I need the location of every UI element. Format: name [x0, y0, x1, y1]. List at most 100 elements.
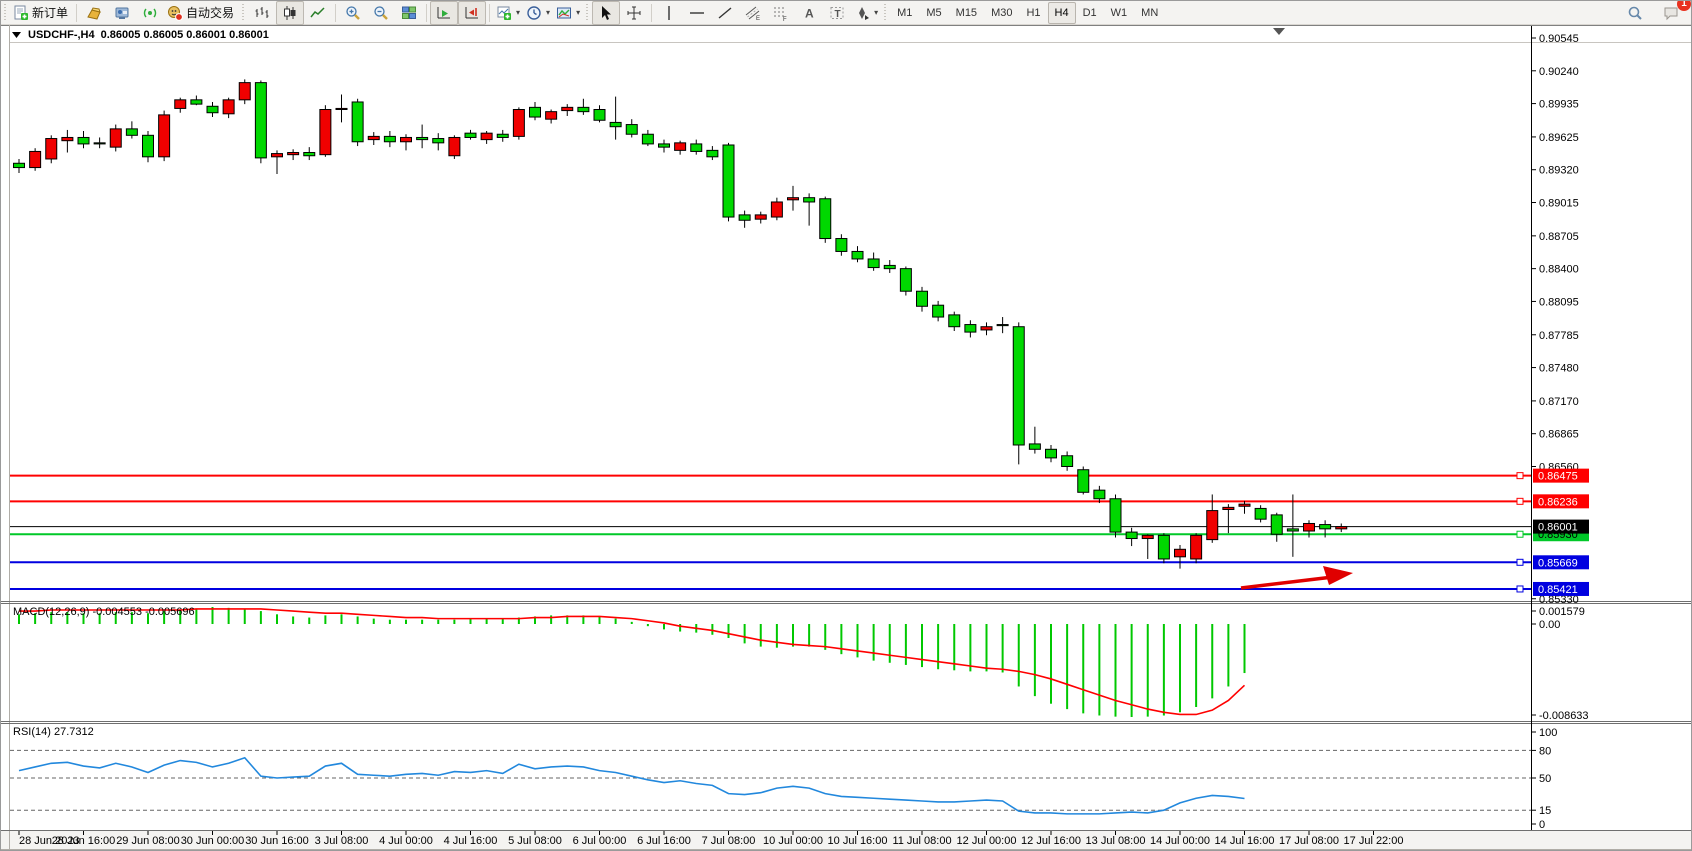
rsi-axis-label: 0 — [1539, 819, 1545, 831]
time-axis-label[interactable]: 12 Jul 00:00 — [957, 835, 1017, 847]
time-axis-label[interactable]: 29 Jun 08:00 — [116, 835, 180, 847]
horizontal-line-button[interactable] — [683, 1, 711, 25]
strategy-tester-button[interactable] — [108, 1, 136, 25]
chart-shift-button[interactable] — [458, 1, 487, 25]
new-chart-dropdown-icon[interactable]: ▾ — [516, 8, 521, 17]
symbol-dropdown-icon[interactable] — [11, 31, 22, 39]
templates-button[interactable]: ▾ — [553, 1, 583, 25]
toolbar-grip — [883, 3, 889, 22]
equidistant-channel-button[interactable]: E — [739, 1, 767, 25]
timeframe-m30-button[interactable]: M30 — [991, 6, 1013, 19]
price-axis-tick-label: 0.85330 — [1539, 594, 1579, 606]
candle-body — [1303, 522, 1315, 532]
time-axis-label[interactable]: 6 Jul 16:00 — [637, 835, 691, 847]
time-axis-label[interactable]: 28 Jun 16:00 — [52, 835, 116, 847]
templates-dropdown-icon[interactable]: ▾ — [576, 8, 581, 17]
time-axis-label[interactable]: 4 Jul 16:00 — [444, 835, 498, 847]
auto-scroll-icon — [436, 5, 452, 21]
cursor-button[interactable] — [592, 1, 621, 25]
signal-icon — [142, 5, 158, 21]
candle-body — [1012, 326, 1025, 446]
line-handle[interactable] — [1516, 530, 1524, 538]
line-handle[interactable] — [1516, 497, 1524, 505]
time-axis-label[interactable]: 17 Jul 08:00 — [1279, 835, 1339, 847]
time-axis-label[interactable]: 10 Jul 00:00 — [763, 835, 823, 847]
time-axis-label[interactable]: 3 Jul 08:00 — [315, 835, 369, 847]
line-handle[interactable] — [1516, 585, 1524, 593]
time-axis-label[interactable]: 7 Jul 08:00 — [702, 835, 756, 847]
time-axis-label[interactable]: 30 Jun 16:00 — [245, 835, 309, 847]
trend-arrow-head[interactable] — [1323, 566, 1353, 585]
time-axis-label[interactable]: 28 Jun 2023 — [19, 835, 80, 847]
gold-icon — [86, 5, 102, 21]
time-axis-label[interactable]: 14 Jul 16:00 — [1215, 835, 1275, 847]
zoom-in-icon — [345, 5, 361, 21]
search-button[interactable] — [1621, 1, 1649, 25]
timeframe-mn-button[interactable]: MN — [1141, 6, 1159, 19]
candle-body — [851, 250, 864, 260]
text-button[interactable]: A — [795, 1, 823, 25]
periods-button[interactable]: ▾ — [523, 1, 553, 25]
crosshair-button[interactable] — [620, 1, 648, 25]
chart-window: USDCHF-,H4 0.86005 0.86005 0.86001 0.860… — [1, 25, 1692, 851]
zoom-out-button[interactable] — [367, 1, 395, 25]
timeframe-h4-button[interactable]: H4 — [1047, 1, 1076, 24]
text-label-button[interactable]: T — [823, 1, 851, 25]
chart-canvas[interactable]: 0.90545 0.90240 0.89935 0.89625 0.89320 0.890… — [1, 25, 1692, 851]
timeframe-m15-button[interactable]: M15 — [955, 6, 978, 19]
auto-scroll-button[interactable] — [430, 1, 459, 25]
market-button[interactable] — [80, 1, 108, 25]
candle-body — [158, 114, 171, 158]
notifications-button[interactable]: 1 — [1657, 1, 1691, 25]
candle-body — [1028, 443, 1041, 450]
time-axis-label[interactable]: 6 Jul 00:00 — [573, 835, 627, 847]
line-chart-button[interactable] — [304, 1, 332, 25]
candle-body — [835, 238, 848, 252]
line-price-label: 0.86475 — [1538, 471, 1578, 483]
periods-dropdown-icon[interactable]: ▾ — [546, 8, 551, 17]
rsi-axis-label: 50 — [1539, 773, 1551, 785]
template-icon — [556, 5, 572, 21]
toolbar-separator — [426, 3, 428, 22]
timeframe-m1-button[interactable]: M1 — [897, 6, 913, 19]
candle-body — [996, 324, 1009, 327]
new-chart-button[interactable]: ▾ — [493, 1, 523, 25]
timeframe-m5-button[interactable]: M5 — [926, 6, 942, 19]
bar-chart-button[interactable] — [248, 1, 276, 25]
autotrading-button[interactable]: 自动交易 — [164, 1, 239, 25]
macd-indicator-label: MACD(12,26,9) -0.004553 -0.005696 — [13, 606, 195, 618]
candle-body — [529, 106, 541, 118]
time-axis-label[interactable]: 12 Jul 16:00 — [1021, 835, 1081, 847]
line-handle[interactable] — [1516, 558, 1524, 566]
candle-body — [1190, 534, 1203, 560]
arrows-button[interactable]: ▾ — [851, 1, 881, 25]
time-axis-label[interactable]: 5 Jul 08:00 — [508, 835, 562, 847]
line-handle[interactable] — [1516, 472, 1524, 480]
vertical-line-button[interactable] — [655, 1, 683, 25]
time-axis-label[interactable]: 11 Jul 08:00 — [892, 835, 951, 847]
trendline-button[interactable] — [711, 1, 739, 25]
time-axis-label[interactable]: 30 Jun 00:00 — [181, 835, 245, 847]
fibonacci-button[interactable]: F — [767, 1, 795, 25]
timeframe-w1-button[interactable]: W1 — [1110, 6, 1128, 19]
zoom-in-button[interactable] — [339, 1, 367, 25]
signals-button[interactable] — [136, 1, 164, 25]
candlestick-chart-button[interactable] — [276, 1, 305, 25]
new-order-button[interactable]: 新订单 — [10, 1, 73, 25]
toolbar-separator — [76, 3, 78, 22]
price-axis-tick-label: 0.87170 — [1539, 396, 1579, 408]
toolbar-separator — [335, 3, 337, 22]
time-axis-label[interactable]: 17 Jul 22:00 — [1344, 835, 1404, 847]
tile-windows-button[interactable] — [395, 1, 423, 25]
candle-body — [883, 264, 896, 270]
arrows-dropdown-icon[interactable]: ▾ — [874, 8, 879, 17]
time-axis-label[interactable]: 4 Jul 00:00 — [379, 835, 433, 847]
trend-arrow-line[interactable] — [1240, 575, 1334, 590]
timeframe-d1-button[interactable]: D1 — [1082, 6, 1097, 19]
chart-shift-marker-icon[interactable] — [1273, 28, 1285, 35]
time-axis-label[interactable]: 14 Jul 00:00 — [1150, 835, 1210, 847]
time-axis-label[interactable]: 10 Jul 16:00 — [828, 835, 888, 847]
timeframe-h1-button[interactable]: H1 — [1026, 6, 1041, 19]
time-axis-label[interactable]: 13 Jul 08:00 — [1086, 835, 1146, 847]
